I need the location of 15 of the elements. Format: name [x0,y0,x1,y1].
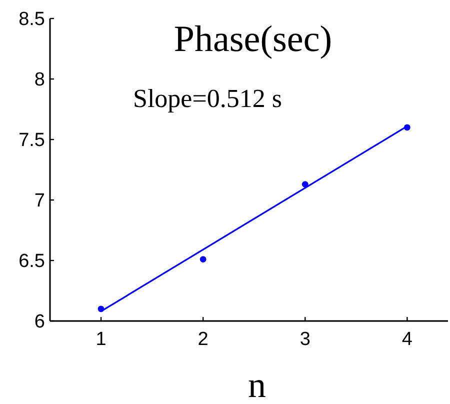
y-tick-label: 7 [34,190,45,212]
annotation: Slope=0.512 s [133,84,282,113]
y-tick-label: 8 [34,70,45,91]
point [302,181,308,188]
x-tick-label: 3 [300,329,310,350]
x-tick-label: 4 [402,329,413,350]
chart-title: Phase(sec) [174,19,332,60]
x-axis-title: n [248,365,266,404]
x-tick-label: 2 [198,329,208,350]
y-tick-label: 6 [34,312,45,333]
y-tick-label: 6.5 [18,251,45,272]
y-tick-label: 7.5 [18,130,45,152]
y-tick-label: 8.5 [18,9,45,30]
point [200,256,206,262]
x-tick-label: 1 [96,329,106,350]
